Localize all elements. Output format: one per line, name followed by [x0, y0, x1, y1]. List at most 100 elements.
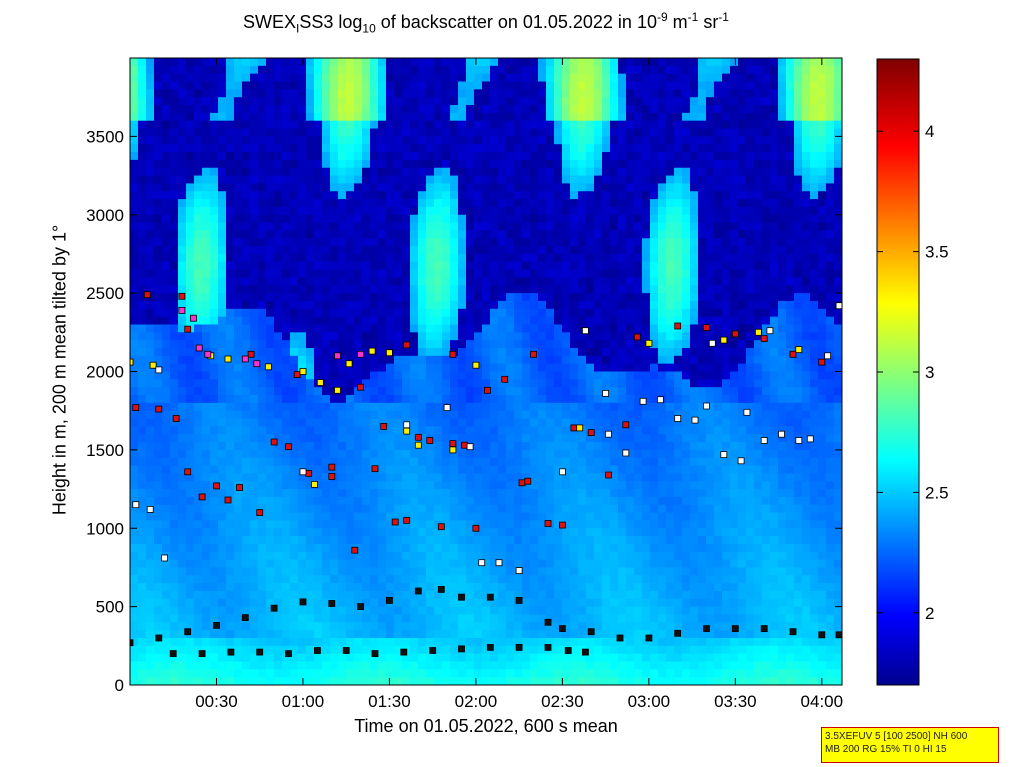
heat-cell: [314, 144, 323, 153]
heat-cell: [458, 457, 467, 467]
heat-cell: [306, 489, 315, 498]
heat-cell: [130, 159, 139, 169]
heat-cell: [450, 426, 459, 435]
heat-cell: [530, 58, 539, 67]
heat-cell: [138, 112, 147, 122]
heat-cell: [402, 214, 411, 224]
heat-cell: [266, 246, 275, 255]
heat-cell: [370, 293, 379, 302]
heat-cell: [138, 355, 147, 365]
heat-cell: [522, 653, 531, 663]
heat-cell: [602, 669, 611, 678]
heat-cell: [146, 199, 155, 208]
heat-cell: [370, 363, 379, 373]
heat-cell: [418, 559, 427, 569]
heat-cell: [234, 606, 243, 616]
heat-cell: [602, 136, 611, 145]
heat-cell: [482, 293, 491, 302]
heat-cell: [538, 661, 547, 670]
heat-cell: [314, 65, 323, 75]
heat-cell: [490, 324, 499, 333]
heat-cell: [266, 520, 275, 529]
heat-cell: [370, 206, 379, 216]
heat-cell: [130, 152, 139, 161]
heat-cell: [194, 637, 203, 647]
heat-cell: [490, 73, 499, 83]
heat-cell: [458, 183, 467, 192]
heat-cell: [514, 614, 523, 623]
heat-cell: [330, 512, 339, 522]
heat-cell: [538, 567, 547, 576]
heat-cell: [242, 238, 251, 247]
heat-cell: [154, 442, 163, 451]
heat-cell: [242, 590, 251, 600]
heat-cell: [266, 261, 275, 271]
heat-cell: [618, 457, 627, 467]
heat-cell: [522, 669, 531, 678]
heat-cell: [138, 293, 147, 302]
heat-cell: [498, 426, 507, 435]
heat-cell: [450, 324, 459, 333]
heat-cell: [554, 246, 563, 255]
heat-cell: [586, 653, 595, 663]
heat-cell: [314, 105, 323, 114]
heat-cell: [178, 575, 187, 584]
heat-cell: [410, 653, 419, 663]
heat-cell: [354, 387, 363, 396]
heat-cell: [258, 598, 267, 608]
heat-cell: [250, 332, 259, 341]
heat-cell: [154, 528, 163, 537]
heat-cell: [602, 199, 611, 208]
heat-cell: [578, 496, 587, 506]
heat-cell: [298, 442, 307, 451]
heat-cell: [194, 473, 203, 482]
heat-cell: [186, 277, 195, 286]
heat-cell: [314, 293, 323, 302]
heat-cell: [146, 261, 155, 271]
heat-cell: [282, 81, 291, 90]
heat-cell: [250, 536, 259, 545]
heat-cell: [242, 559, 251, 569]
heat-cell: [450, 543, 459, 553]
heat-cell: [218, 214, 227, 224]
heat-cell: [426, 89, 435, 98]
heat-cell: [410, 379, 419, 388]
heat-cell: [546, 159, 555, 169]
heat-cell: [346, 520, 355, 529]
heat-cell: [162, 661, 171, 670]
heat-cell: [234, 222, 243, 232]
heat-cell: [466, 214, 475, 224]
heat-cell: [618, 622, 627, 631]
heat-cell: [530, 230, 539, 239]
heat-cell: [498, 253, 507, 263]
heat-cell: [578, 543, 587, 553]
heat-cell: [554, 238, 563, 247]
heat-cell: [426, 105, 435, 114]
heat-cell: [362, 559, 371, 569]
heat-cell: [194, 457, 203, 467]
heat-cell: [498, 120, 507, 130]
heat-cell: [154, 89, 163, 98]
heat-cell: [458, 402, 467, 412]
heat-cell: [594, 637, 603, 647]
heat-cell: [186, 645, 195, 655]
heat-cell: [546, 199, 555, 208]
heat-cell: [610, 520, 619, 529]
heat-cell: [330, 583, 339, 592]
heat-cell: [274, 340, 283, 349]
heat-cell: [370, 590, 379, 600]
heat-cell: [218, 567, 227, 576]
heat-cell: [178, 669, 187, 678]
heat-cell: [242, 434, 251, 443]
heat-cell: [298, 622, 307, 631]
heat-cell: [218, 363, 227, 373]
heat-cell: [306, 308, 315, 318]
heat-cell: [314, 590, 323, 600]
heat-cell: [242, 136, 251, 145]
heat-cell: [426, 504, 435, 514]
heat-cell: [306, 120, 315, 130]
heat-cell: [154, 669, 163, 678]
heat-cell: [586, 637, 595, 647]
heat-cell: [434, 144, 443, 153]
heat-cell: [498, 300, 507, 310]
